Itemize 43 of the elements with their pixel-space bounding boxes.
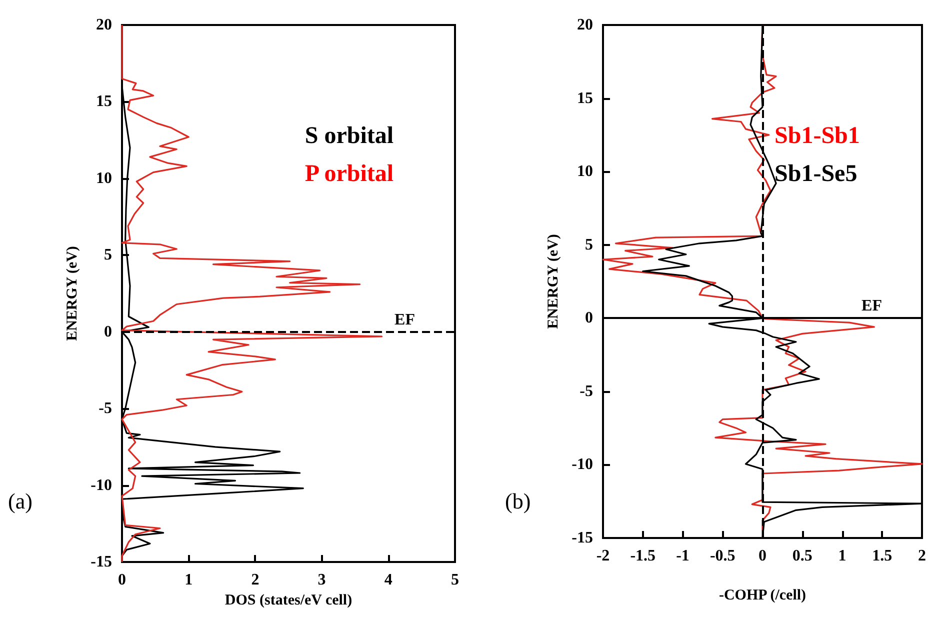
- y-tick-label: -10: [90, 476, 112, 494]
- y-tick-label: 20: [577, 16, 593, 34]
- x-tick-label: 3: [318, 572, 326, 588]
- x-tick-label: 0.5: [792, 548, 812, 564]
- x-tick-label: 2: [251, 572, 260, 588]
- x-tick-label: 1: [184, 572, 193, 588]
- y-tick-label: -10: [572, 456, 593, 474]
- y-tick-label: -5: [580, 382, 593, 400]
- text: (a): [8, 488, 32, 514]
- y-tick-label: -15: [572, 530, 593, 546]
- x-tick-label: 4: [384, 572, 392, 588]
- x-tick-label: -0.5: [710, 548, 736, 564]
- x-axis-title: -COHP (/cell): [718, 588, 806, 604]
- ref-line-label: EF: [394, 311, 416, 328]
- ref-line-label: EF: [862, 298, 882, 315]
- y-tick-label: 5: [585, 236, 593, 254]
- y-tick-label: 15: [577, 90, 593, 107]
- y-tick-label: 20: [96, 16, 112, 34]
- y-axis-title: ENERGY (eV): [64, 246, 80, 341]
- y-tick-label: -5: [98, 400, 112, 418]
- y-tick-label: 15: [96, 93, 112, 110]
- y-tick-label: 5: [104, 246, 112, 264]
- x-tick-label: 0: [758, 548, 766, 564]
- x-axis-title: DOS (states/eV cell): [224, 592, 352, 608]
- series-label: Sb1-Sb1: [774, 122, 860, 149]
- x-tick-label: 0: [118, 572, 126, 588]
- x-tick-label: -1: [676, 548, 690, 564]
- y-tick-label: 10: [577, 163, 593, 180]
- x-tick-label: 1.5: [872, 548, 892, 564]
- x-tick-label: 1: [838, 548, 846, 564]
- x-tick-label: -1.5: [630, 548, 656, 564]
- y-tick-label: 0: [104, 323, 112, 340]
- y-tick-label: 10: [96, 170, 112, 187]
- series-label: Sb1-Se5: [774, 160, 858, 187]
- y-axis-title: ENERGY (eV): [545, 234, 562, 329]
- text: S orbital: [304, 122, 394, 149]
- x-tick-label: 5: [451, 572, 459, 588]
- text: P orbital: [304, 160, 394, 187]
- y-tick-label: -15: [90, 554, 112, 570]
- text: (b): [505, 488, 531, 514]
- x-tick-label: -2: [596, 548, 610, 564]
- y-tick-label: 0: [585, 310, 593, 327]
- x-tick-label: 2: [918, 548, 926, 564]
